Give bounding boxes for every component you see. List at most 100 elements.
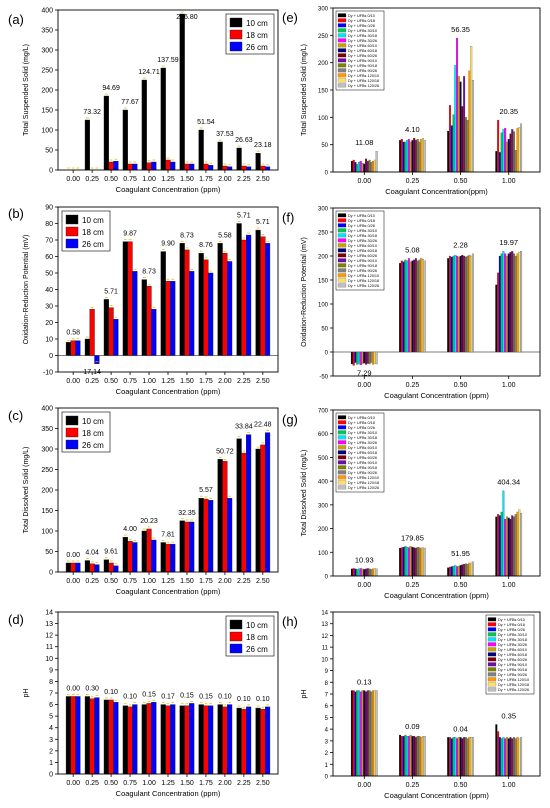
- legend-label: Dy + UFBs 60/26: [348, 254, 377, 258]
- data-label: 0.13: [357, 677, 372, 686]
- bar: [450, 566, 453, 577]
- bar: [500, 511, 503, 577]
- bar: [505, 255, 508, 353]
- y-tick-label: 11: [46, 644, 53, 651]
- bar: [450, 256, 453, 353]
- bar: [409, 141, 412, 173]
- bar: [514, 514, 517, 577]
- y-tick-label: 13: [321, 622, 328, 628]
- bar: [504, 128, 507, 173]
- legend-swatch: [337, 425, 347, 430]
- bar: [400, 736, 403, 777]
- bar: [414, 258, 417, 353]
- bar: [454, 565, 457, 577]
- x-tick-label: 2.00: [218, 176, 232, 183]
- legend-swatch: [337, 258, 347, 263]
- legend-label: 10 cm: [246, 621, 268, 630]
- bar: [504, 253, 507, 353]
- y-tick-label: 8: [325, 681, 329, 687]
- bar: [179, 520, 185, 573]
- bar: [94, 564, 100, 573]
- x-tick-label: 0.00: [66, 780, 80, 787]
- data-label: 0.10: [123, 694, 137, 701]
- legend-swatch: [337, 218, 347, 223]
- x-axis-label: Coagulant Concentration (ppm): [116, 789, 221, 798]
- y-tick-label: 30: [45, 304, 53, 311]
- legend-label: Dy + UFBs 90/26: [348, 471, 377, 475]
- bar: [463, 564, 466, 577]
- legend: 10 cm 18 cm 26 cm: [61, 210, 111, 252]
- bar: [241, 165, 247, 171]
- bar: [497, 731, 500, 777]
- panel-label: (c): [8, 408, 23, 423]
- bar: [373, 690, 376, 777]
- x-tick-label: 0.50: [454, 178, 468, 185]
- y-tick-label: 500: [318, 456, 329, 462]
- data-label: 0.09: [405, 722, 420, 731]
- x-tick-label: 2.50: [256, 578, 270, 585]
- legend-swatch: [337, 53, 347, 58]
- legend-swatch: [337, 460, 347, 465]
- bar: [459, 565, 462, 577]
- bar: [447, 130, 450, 173]
- legend-swatch: [337, 248, 347, 253]
- y-tick-label: 400: [41, 8, 53, 15]
- data-label: 9.61: [104, 549, 118, 556]
- x-tick-label: 0.75: [123, 176, 137, 183]
- bar: [373, 351, 376, 364]
- bar: [498, 737, 501, 777]
- legend-label: Dy + UFBs 60/18: [348, 49, 377, 53]
- y-tick-label: 250: [41, 467, 53, 474]
- y-tick-label: 7: [325, 693, 329, 699]
- bar: [497, 514, 500, 577]
- legend-swatch: [337, 273, 347, 278]
- bar: [203, 498, 209, 573]
- bar: [356, 690, 359, 777]
- x-tick-label: 0.25: [85, 378, 99, 385]
- legend-label: Dy + UFBs 60/10: [498, 648, 527, 652]
- y-tick-label: 70: [45, 238, 53, 245]
- y-tick-label: 4: [49, 725, 53, 732]
- bar: [448, 255, 451, 353]
- bar: [459, 737, 462, 777]
- bar: [413, 547, 416, 577]
- bar: [456, 255, 459, 353]
- legend-swatch: [337, 18, 347, 23]
- data-label: 77.67: [121, 99, 139, 106]
- data-label: 20.23: [140, 518, 158, 525]
- data-label: 0.04: [453, 724, 468, 733]
- x-tick-label: 1.50: [180, 578, 194, 585]
- data-label: 4.00: [123, 526, 137, 533]
- bar: [217, 141, 223, 171]
- bar: [404, 734, 407, 777]
- y-tick-label: 0: [49, 353, 53, 360]
- bar: [70, 562, 76, 573]
- bar: [402, 261, 405, 353]
- data-label: 33.84: [235, 424, 253, 431]
- bar: [246, 234, 252, 356]
- y-tick-label: 100: [41, 128, 53, 135]
- legend-label: Dy + UFBs 0/26: [498, 628, 525, 632]
- plot-frame: [332, 611, 541, 777]
- y-tick-label: 60: [45, 254, 53, 261]
- bar: [122, 705, 128, 775]
- legend-label: Dy + UFBs 60/10: [348, 44, 377, 48]
- bar: [75, 562, 81, 573]
- data-label: 0.00: [66, 685, 80, 692]
- bar: [350, 690, 353, 777]
- legend-swatch: [337, 73, 347, 78]
- bar: [464, 737, 467, 777]
- data-label: 0.10: [237, 696, 251, 703]
- bar: [366, 690, 369, 777]
- y-tick-label: 50: [321, 143, 328, 149]
- bar: [375, 568, 378, 577]
- bar: [103, 699, 109, 775]
- x-tick-label: 1.50: [180, 780, 194, 787]
- bar: [356, 164, 359, 173]
- bar: [264, 166, 271, 171]
- y-tick-label: 250: [318, 231, 329, 237]
- bar: [354, 568, 357, 577]
- bar: [350, 351, 353, 365]
- bar: [505, 141, 508, 173]
